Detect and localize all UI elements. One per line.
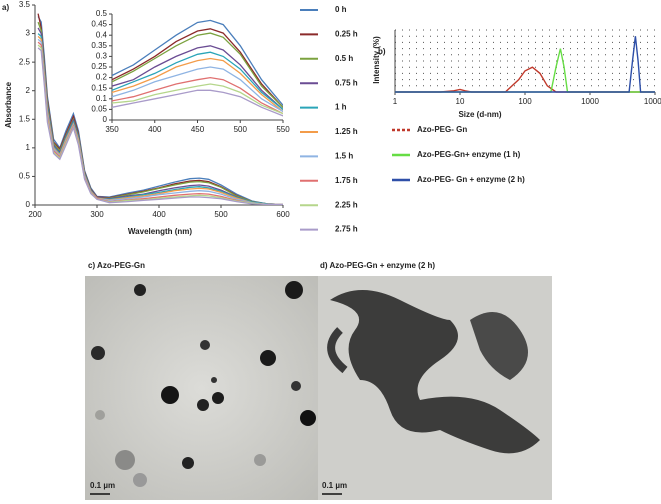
series-line [112,32,283,108]
y-tick-label: 2.5 [19,57,31,66]
panel-label: b) [378,47,386,56]
y-axis-title: Absorbance [4,81,13,128]
x-tick-label: 10 [456,97,465,106]
legend-label: 0.25 h [335,30,358,39]
x-tick-label: 400 [152,210,166,219]
scale-bar-label: 0.1 µm [90,481,115,490]
legend-label: 0 h [335,5,347,14]
x-tick-label: 500 [234,125,248,134]
x-tick-label: 1 [393,97,398,106]
legend-label: 1.25 h [335,127,358,136]
series-line [112,76,283,115]
y-tick-label: 2 [26,86,31,95]
legend-label: 1.75 h [335,176,358,185]
x-tick-label: 100 [518,97,532,106]
x-tick-label: 550 [276,125,290,134]
x-tick-label: 350 [105,125,119,134]
y-tick-label: 0.4 [96,30,108,39]
y-tick-label: 1 [26,143,31,152]
panel-label: a) [2,3,9,12]
series-line [112,19,283,106]
y-tick-label: 0.5 [19,172,31,181]
legend-label: 0.75 h [335,78,358,87]
y-tick-label: 0 [26,200,31,209]
y-tick-label: 0.35 [91,41,107,50]
y-axis-title: Intensity (%) [372,36,381,84]
x-tick-label: 600 [276,210,290,219]
series-line [112,45,283,111]
series-line [395,36,655,93]
y-tick-label: 3 [26,29,31,38]
legend-label: 2.75 h [335,225,358,234]
series-line [112,28,283,108]
x-tick-label: 400 [148,125,162,134]
y-tick-label: 0.25 [91,62,107,71]
scale-bar-label: 0.1 µm [322,481,347,490]
x-tick-label: 500 [214,210,228,219]
x-tick-label: 200 [28,210,42,219]
legend-label: 2.25 h [335,200,358,209]
x-tick-label: 450 [191,125,205,134]
y-tick-label: 0.45 [91,20,107,29]
x-tick-label: 1000 [581,97,599,106]
legend-label: Azo-PEG- Gn + enzyme (2 h) [417,175,525,184]
y-tick-label: 0.15 [91,83,107,92]
y-tick-label: 0.3 [96,52,108,61]
series-line [112,57,283,113]
legend-label: Azo-PEG-Gn+ enzyme (1 h) [417,150,521,159]
series-line [112,89,283,117]
x-axis-title: Size (d-nm) [458,110,501,119]
series-line [395,66,655,93]
series-line [112,51,283,111]
micrograph-label: d) Azo-PEG-Gn + enzyme (2 h) [320,261,435,270]
micrograph-label: c) Azo-PEG-Gn [88,261,145,270]
legend-label: Azo-PEG- Gn [417,125,467,134]
y-tick-label: 1.5 [19,114,31,123]
y-tick-label: 3.5 [19,0,31,9]
series-line [112,66,283,113]
y-tick-label: 0.05 [91,105,107,114]
y-tick-label: 0.2 [96,73,108,82]
x-axis-title: Wavelength (nm) [128,227,192,236]
series-line [37,47,283,206]
y-tick-label: 0 [103,115,108,124]
series-line [112,83,283,115]
x-tick-label: 300 [90,210,104,219]
y-tick-label: 0.1 [96,94,108,103]
micrograph-d [318,276,552,500]
legend-label: 0.5 h [335,54,353,63]
legend-label: 1.5 h [335,152,353,161]
micrograph-c [85,276,318,500]
y-tick-label: 0.5 [96,9,108,18]
legend-label: 1 h [335,103,347,112]
x-tick-label: 10000 [644,97,661,106]
